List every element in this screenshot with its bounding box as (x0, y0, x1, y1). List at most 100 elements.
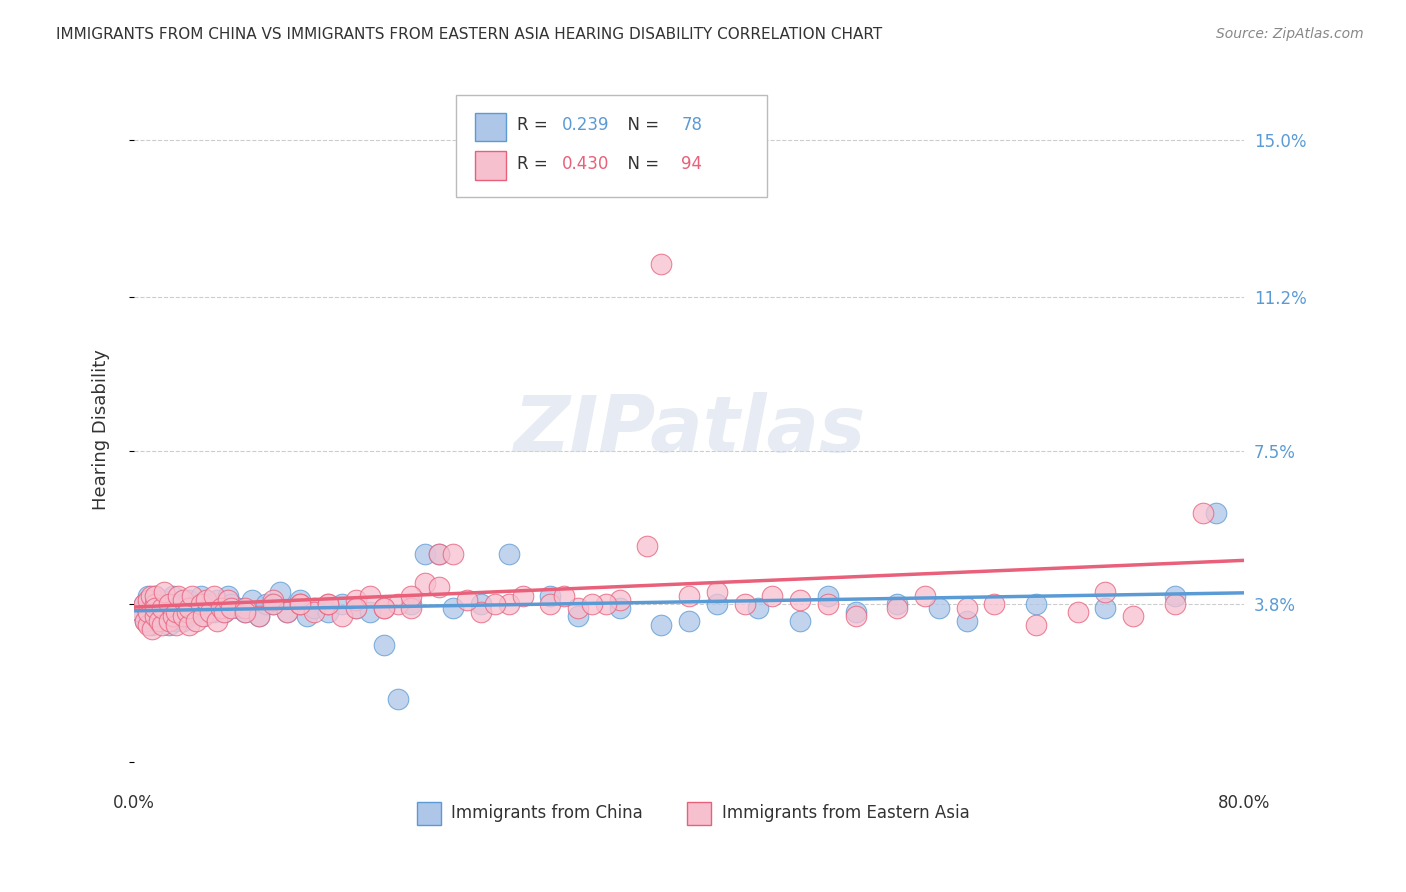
Point (204, 605, 226, 619)
Point (304, 601, 326, 615)
Point (205, 614, 228, 628)
Point (955, 601, 977, 615)
Point (401, 601, 423, 615)
Point (512, 589, 534, 603)
Point (290, 597, 312, 611)
Point (817, 589, 839, 603)
Text: N =: N = (617, 116, 664, 135)
Point (914, 589, 936, 603)
Point (567, 609, 589, 624)
Point (165, 605, 187, 619)
Point (172, 597, 194, 611)
Point (233, 605, 256, 619)
Point (176, 605, 198, 619)
Point (1025, 597, 1047, 611)
Point (172, 609, 194, 624)
Point (1066, 605, 1088, 619)
Point (1122, 609, 1144, 624)
Point (636, 539, 658, 553)
Point (179, 617, 201, 632)
Text: Immigrants from Eastern Asia: Immigrants from Eastern Asia (723, 805, 970, 822)
Point (330, 597, 353, 611)
Point (387, 597, 409, 611)
Point (247, 609, 270, 624)
Point (179, 609, 201, 624)
Point (276, 605, 298, 619)
Point (678, 614, 700, 628)
Point (200, 605, 222, 619)
Point (157, 614, 180, 628)
Point (165, 614, 187, 628)
Point (1094, 601, 1116, 615)
Point (195, 592, 218, 607)
Point (167, 605, 190, 619)
Point (427, 581, 450, 595)
Point (595, 597, 617, 611)
Point (143, 609, 166, 624)
Point (153, 601, 176, 615)
Point (193, 609, 215, 624)
Point (1164, 589, 1187, 603)
Point (1205, 506, 1227, 520)
Point (217, 592, 239, 607)
Point (132, 597, 155, 611)
Point (297, 609, 319, 624)
Point (143, 589, 166, 603)
Point (233, 605, 256, 619)
Point (150, 601, 173, 615)
Point (136, 589, 159, 603)
Point (316, 597, 339, 611)
Point (761, 589, 783, 603)
Point (143, 614, 166, 628)
Point (817, 597, 839, 611)
Point (136, 609, 159, 624)
Point (186, 605, 208, 619)
Point (190, 597, 212, 611)
Point (262, 592, 284, 607)
Point (290, 597, 312, 611)
Point (470, 605, 492, 619)
Point (195, 597, 218, 611)
Point (200, 601, 222, 615)
Point (181, 601, 204, 615)
Point (136, 617, 159, 632)
Point (359, 605, 381, 619)
Text: 78: 78 (682, 116, 702, 135)
FancyBboxPatch shape (456, 95, 766, 197)
Point (179, 601, 201, 615)
Point (845, 609, 868, 624)
Point (484, 597, 506, 611)
Point (193, 609, 215, 624)
Point (157, 601, 180, 615)
Point (344, 601, 367, 615)
Point (181, 589, 204, 603)
Point (734, 597, 756, 611)
Point (141, 617, 163, 632)
Point (150, 617, 173, 632)
Point (609, 592, 631, 607)
Point (276, 605, 298, 619)
Point (165, 617, 187, 632)
Point (1025, 617, 1047, 632)
Text: Source: ZipAtlas.com: Source: ZipAtlas.com (1216, 27, 1364, 41)
Point (401, 589, 423, 603)
Point (650, 617, 672, 632)
Point (148, 605, 170, 619)
Point (129, 605, 152, 619)
Point (567, 601, 589, 615)
Text: N =: N = (617, 155, 664, 173)
Point (1164, 597, 1187, 611)
Point (209, 601, 232, 615)
Point (401, 597, 423, 611)
Point (143, 597, 166, 611)
Point (172, 592, 194, 607)
Point (983, 597, 1005, 611)
FancyBboxPatch shape (475, 112, 506, 141)
Point (387, 692, 409, 706)
Point (150, 609, 173, 624)
Point (219, 601, 242, 615)
Point (316, 605, 339, 619)
Point (706, 584, 728, 599)
Point (415, 547, 437, 561)
Point (470, 597, 492, 611)
